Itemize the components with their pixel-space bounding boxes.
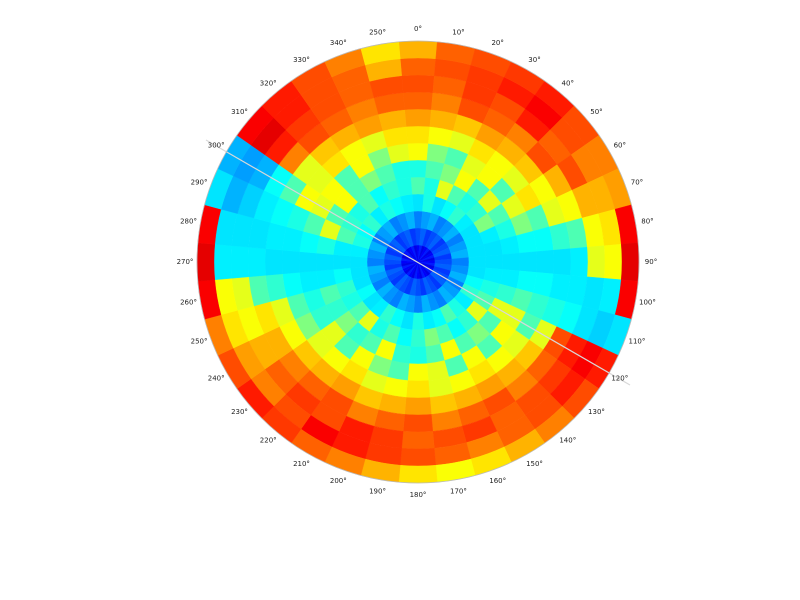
angle-tick-label: 40° — [562, 80, 574, 88]
heatmap-cell — [400, 448, 436, 467]
heatmap-cell — [570, 246, 589, 278]
angle-tick-label: 150° — [526, 460, 543, 468]
angle-tick-label: 340° — [330, 39, 347, 47]
heatmap-cell — [264, 248, 283, 276]
heatmap-cell — [401, 431, 435, 450]
angle-tick-label: 310° — [231, 108, 248, 116]
angle-tick-label: 10° — [452, 29, 464, 37]
angle-tick-label: 80° — [641, 218, 653, 226]
heatmap-cell — [408, 346, 428, 365]
heatmap-cell — [298, 251, 317, 273]
heatmap-cell — [411, 312, 425, 331]
heatmap-cell — [536, 249, 555, 275]
angle-tick-label: 250° — [369, 29, 386, 37]
heatmap-cell — [402, 414, 434, 433]
heatmap-cell — [402, 91, 434, 110]
angle-tick-label: 180° — [410, 491, 427, 499]
heatmap-cell — [407, 363, 429, 382]
heatmap-cell — [404, 108, 432, 127]
heatmap-cell — [213, 244, 232, 280]
angle-tick-label: 290° — [191, 178, 208, 186]
angle-tick-label: 240° — [208, 375, 225, 383]
angle-tick-label: 170° — [450, 487, 467, 495]
angle-tick-label: 330° — [293, 56, 310, 64]
angle-tick-label: 280° — [180, 218, 197, 226]
heatmap-cell — [315, 252, 334, 272]
heatmap-cell — [502, 252, 521, 272]
heatmap-cell — [553, 248, 572, 276]
heatmap-cell — [401, 74, 435, 93]
heatmap-cell — [468, 255, 487, 269]
angle-tick-label: 260° — [180, 298, 197, 306]
angle-tick-label: 50° — [590, 108, 602, 116]
heatmap-cell — [398, 40, 438, 59]
angle-tick-label: 30° — [528, 56, 540, 64]
reference-line — [205, 139, 631, 386]
angle-tick-label: 210° — [293, 460, 310, 468]
angle-labels: 0° 10° 20° 30° 40° 50° 60° 70° 80° 90° 100° 110° 120… — [177, 25, 658, 499]
heatmap-cell — [411, 193, 425, 212]
heatmap-cell — [410, 176, 426, 195]
angle-tick-label: 230° — [231, 408, 248, 416]
heatmap-cell — [405, 380, 431, 399]
heatmap-cell — [398, 465, 438, 484]
heatmap-cell — [247, 246, 266, 278]
angle-tick-label: 90° — [645, 258, 657, 266]
angle-tick-label: 320° — [260, 80, 277, 88]
heatmap-cell — [332, 254, 351, 270]
heatmap-cell — [196, 242, 215, 282]
angle-tick-label: 100° — [639, 298, 656, 306]
angle-tick-label: 200° — [330, 477, 347, 485]
angle-tick-label: 190° — [369, 487, 386, 495]
angle-tick-label: 110° — [629, 338, 646, 346]
heatmap-cell — [485, 254, 504, 270]
angle-tick-label: 270° — [177, 258, 194, 266]
heatmap-cell — [410, 329, 426, 348]
angle-tick-label: 60° — [614, 142, 626, 150]
heatmap-cell — [405, 125, 431, 144]
heatmap-cell — [404, 397, 432, 416]
outer-circle — [196, 40, 640, 484]
angle-tick-label: 70° — [631, 178, 643, 186]
heatmap-cell — [407, 142, 429, 161]
angle-tick-label: 160° — [489, 477, 506, 485]
heatmap-cell — [621, 242, 640, 282]
angle-tick-label: 300° — [208, 142, 225, 150]
angle-tick-label: 20° — [491, 39, 503, 47]
heatmap-cell — [408, 159, 428, 178]
heatmap-cell — [604, 244, 623, 280]
heatmap-cell — [230, 245, 249, 279]
angle-tick-label: 0° — [414, 25, 422, 33]
angle-tick-label: 250° — [191, 338, 208, 346]
angle-tick-label: 120° — [611, 375, 628, 383]
heatmap-cell — [400, 57, 436, 76]
heatmap-cell — [587, 245, 606, 279]
heatmap-cell — [349, 255, 368, 269]
heatmap-cell — [281, 249, 300, 275]
angle-tick-label: 220° — [260, 436, 277, 444]
angle-tick-label: 140° — [559, 436, 576, 444]
angle-tick-label: 130° — [588, 408, 605, 416]
heatmap-cell — [519, 251, 538, 273]
